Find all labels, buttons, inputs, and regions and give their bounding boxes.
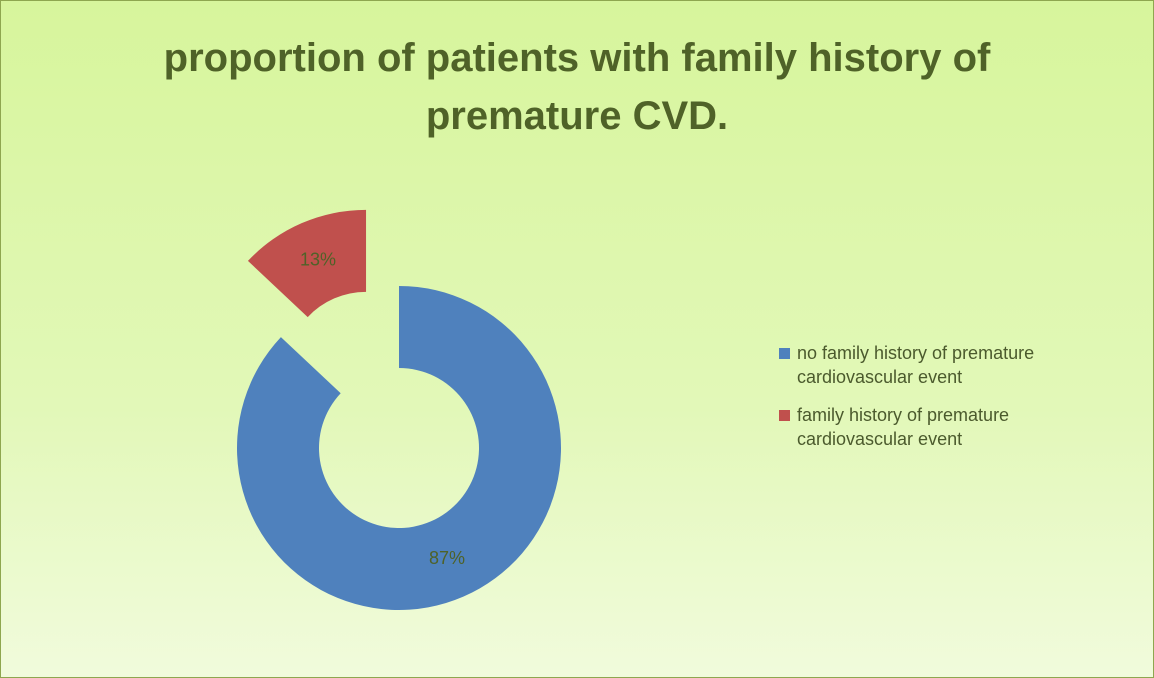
legend-swatch [779, 348, 790, 359]
legend: no family history of premature cardiovas… [775, 341, 1115, 465]
donut-segment [236, 286, 561, 610]
legend-label: no family history of premature cardiovas… [797, 343, 1035, 387]
donut-segment [247, 209, 367, 318]
legend-entry: family history of premature cardiovascul… [775, 403, 1115, 451]
data-label: 13% [300, 250, 336, 270]
legend-swatch [779, 410, 790, 421]
legend-entry: no family history of premature cardiovas… [775, 341, 1115, 389]
chart-title: proportion of patients with family histo… [163, 36, 991, 138]
data-label: 87% [429, 548, 465, 568]
legend-label: family history of premature cardiovascul… [797, 405, 1010, 449]
